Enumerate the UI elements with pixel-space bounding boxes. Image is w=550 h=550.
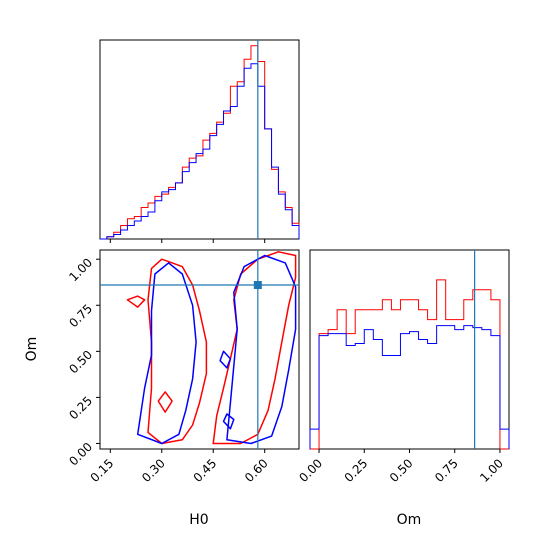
om-x-tick-label: 0.50 bbox=[387, 456, 416, 485]
hist-h0-frame bbox=[99, 39, 300, 240]
truth-marker bbox=[253, 281, 262, 290]
om-x-tick-label: 0.00 bbox=[296, 456, 325, 485]
blue-contour-1 bbox=[136, 262, 197, 445]
hist-om-frame bbox=[309, 249, 510, 450]
scatter-frame bbox=[99, 249, 300, 450]
om-y-tick-label: 0.75 bbox=[66, 301, 95, 330]
h0-tick-label: 0.60 bbox=[242, 456, 271, 485]
blue-contour-3 bbox=[219, 350, 232, 369]
red-contour-3 bbox=[126, 295, 146, 308]
y-axis-label-om: Om bbox=[24, 337, 40, 362]
om-histogram-panel bbox=[309, 250, 510, 450]
tick-marks: 0.15 0.30 0.45 0.60 0.00 0.00 0.25 0.25 0.50 0.50… bbox=[66, 239, 506, 485]
x-axis-label-h0: H0 bbox=[189, 512, 208, 528]
h0-tick-label: 0.30 bbox=[139, 456, 168, 485]
blue-contour-4 bbox=[222, 413, 235, 430]
om-x-tick-label: 0.25 bbox=[342, 456, 371, 485]
om-y-tick-label: 0.00 bbox=[66, 440, 95, 469]
h0-hist-red-series bbox=[100, 45, 300, 240]
h0-tick-label: 0.45 bbox=[191, 456, 220, 485]
red-contour-2 bbox=[212, 251, 297, 445]
om-y-tick-label: 1.00 bbox=[66, 255, 95, 284]
blue-contour-2 bbox=[226, 254, 297, 445]
contour-panel bbox=[100, 250, 299, 449]
h0-histogram-panel bbox=[100, 40, 300, 240]
x-axis-label-om: Om bbox=[397, 512, 422, 528]
red-contour-4 bbox=[157, 391, 173, 413]
om-x-tick-label: 0.75 bbox=[432, 456, 461, 485]
om-hist-blue-series bbox=[309, 325, 510, 449]
red-contour-1 bbox=[147, 258, 208, 445]
om-y-tick-label: 0.50 bbox=[66, 348, 95, 377]
h0-hist-blue-series bbox=[100, 63, 300, 240]
om-hist-red-series bbox=[310, 279, 509, 450]
h0-tick-label: 0.15 bbox=[88, 456, 117, 485]
om-x-tick-label: 1.00 bbox=[477, 456, 506, 485]
om-y-tick-label: 0.25 bbox=[66, 394, 95, 423]
